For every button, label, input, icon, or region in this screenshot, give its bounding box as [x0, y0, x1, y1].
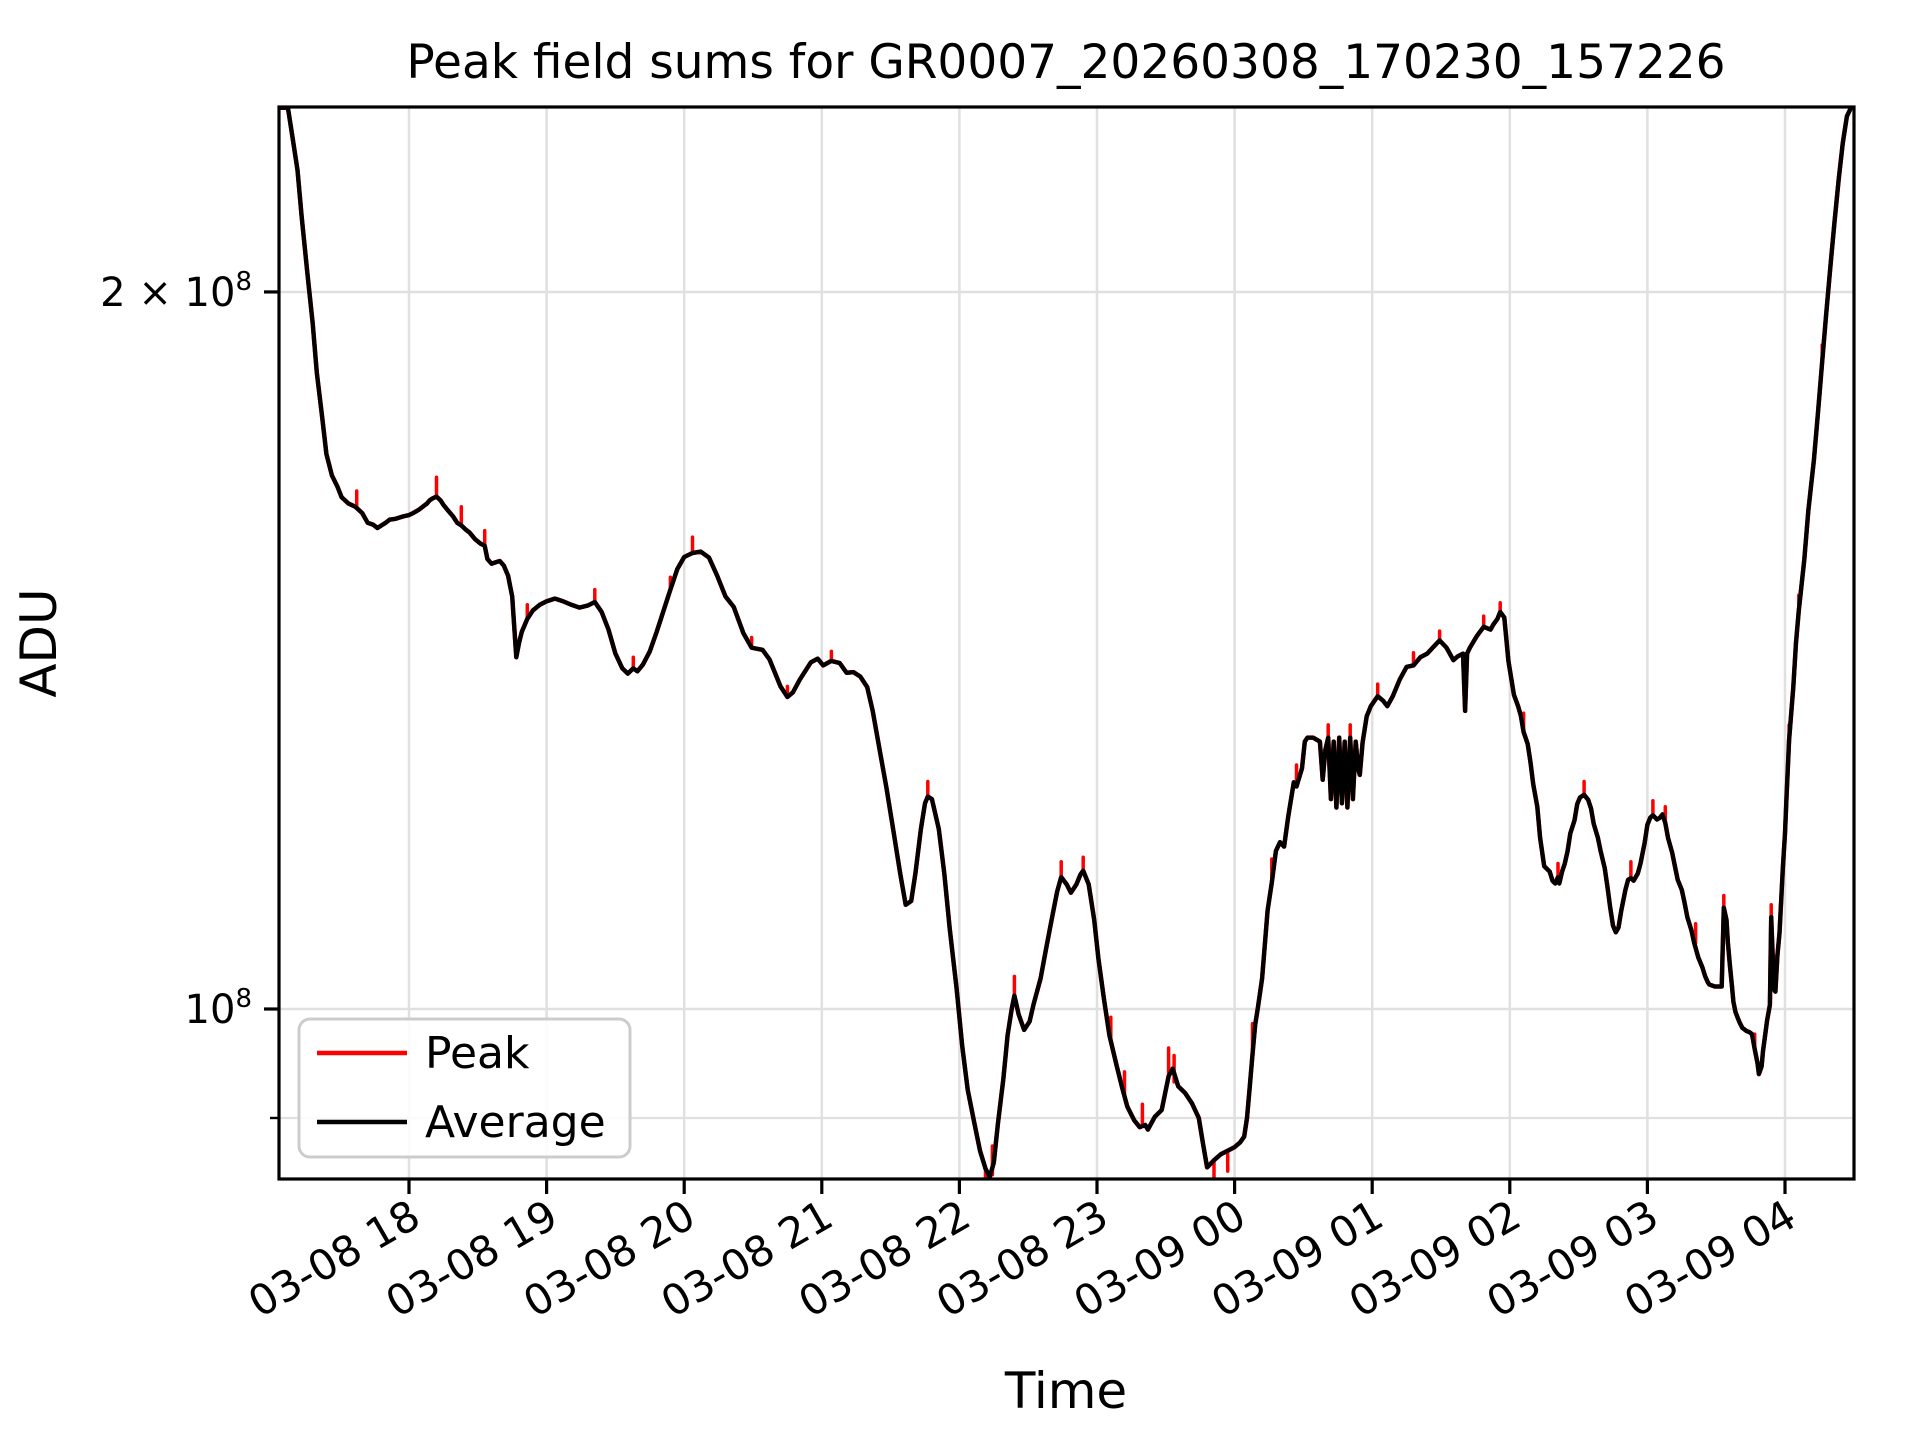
legend-label-peak: Peak [425, 1028, 530, 1079]
chart-title: Peak field sums for GR0007_20260308_1702… [406, 35, 1725, 90]
x-axis-label: Time [1004, 1362, 1127, 1420]
y-tick-labels: 2 × 108 108 [100, 267, 252, 1033]
y-tick-label: 108 [185, 984, 252, 1033]
axes-spines [277, 105, 1856, 1181]
gridlines [279, 107, 1854, 1179]
average-line-path [279, 107, 1854, 1179]
y-tick-label: 2 × 108 [100, 267, 252, 316]
axis-ticks [264, 290, 1787, 1194]
y-axis-label: ADU [10, 588, 68, 697]
series-average-line [279, 107, 1854, 1179]
legend-label-average: Average [425, 1097, 606, 1148]
legend: Peak Average [297, 1017, 632, 1159]
axes-background [279, 107, 1854, 1179]
